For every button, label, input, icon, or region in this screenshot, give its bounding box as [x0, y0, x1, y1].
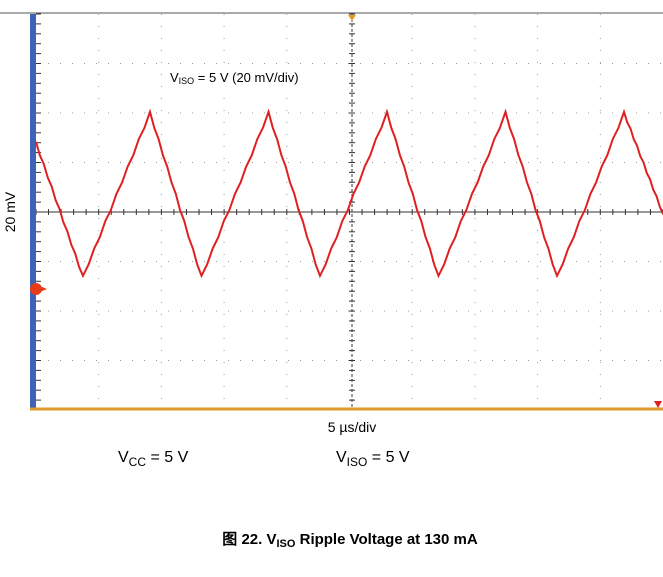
trigger-marker — [348, 15, 356, 21]
scope-annotation: VISO = 5 V (20 mV/div) — [170, 70, 299, 86]
trigger-level — [654, 401, 662, 408]
subscript: CC — [129, 455, 147, 469]
text: = 5 V — [367, 449, 410, 466]
text: 图 22. V — [222, 531, 276, 548]
condition: VISO = 5 V — [336, 449, 410, 469]
subscript: ISO — [347, 455, 368, 469]
text: Ripple Voltage at 130 mA — [295, 531, 477, 548]
label-bg — [168, 66, 346, 88]
scope-screen: VISO = 5 V (20 mV/div) — [30, 13, 663, 411]
subscript: ISO — [179, 76, 195, 86]
x-scale: 5 µs/div — [328, 419, 377, 435]
text: V — [336, 449, 347, 466]
channel-arrow — [40, 286, 47, 292]
text: V — [170, 70, 179, 85]
channel-marker — [30, 283, 42, 295]
caption: 图 22. VISO Ripple Voltage at 130 mA — [222, 531, 478, 550]
left-bar — [30, 14, 36, 410]
text: = 5 V — [146, 449, 189, 466]
y-scale: 20 mV — [2, 191, 18, 232]
waveform — [35, 108, 663, 279]
subscript: ISO — [276, 538, 295, 550]
condition: VCC = 5 V — [118, 449, 189, 469]
text: V — [118, 449, 129, 466]
text: = 5 V (20 mV/div) — [194, 70, 298, 85]
